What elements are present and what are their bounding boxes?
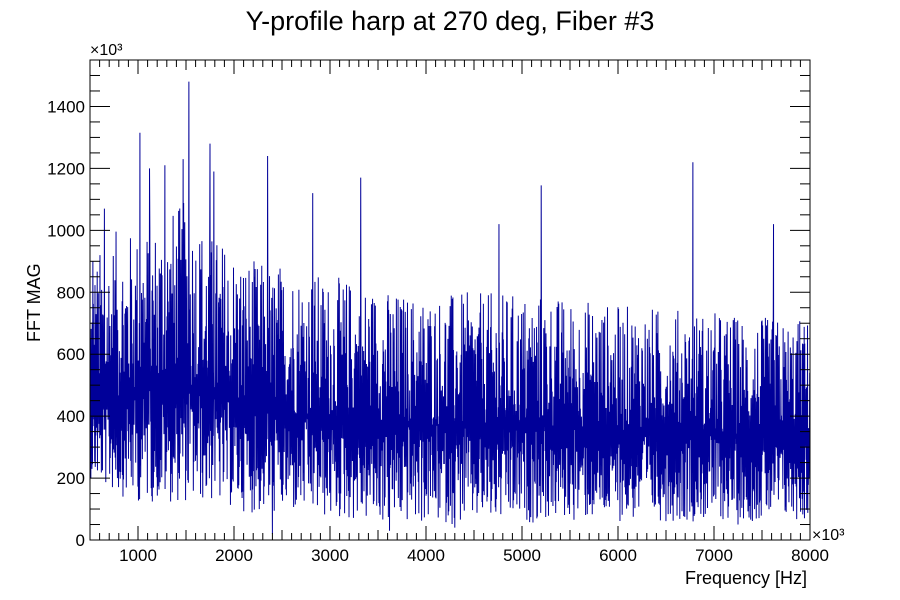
y-tick-label: 1400: [47, 97, 85, 116]
x-tick-label: 7000: [695, 546, 733, 565]
x-axis-label: Frequency [Hz]: [685, 568, 807, 588]
x-tick-label: 8000: [791, 546, 829, 565]
y-axis-label: FFT MAG: [24, 263, 44, 342]
y-tick-label: 1200: [47, 159, 85, 178]
x-tick-label: 5000: [503, 546, 541, 565]
data-series-layer: [89, 81, 811, 534]
y-tick-label: 800: [57, 283, 85, 302]
x-multiplier-label: ×10³: [812, 527, 845, 544]
plot-frame: [89, 59, 811, 541]
y-tick-label: 1000: [47, 221, 85, 240]
y-tick-label: 0: [76, 531, 85, 550]
x-tick-label: 1000: [119, 546, 157, 565]
fft-spectrum-line: [89, 81, 811, 534]
x-tick-label: 2000: [215, 546, 253, 565]
chart-title: Y-profile harp at 270 deg, Fiber #3: [246, 6, 655, 36]
x-axis-ticks: 1000 2000 3000 4000 5000 6000 7000 8000: [89, 60, 829, 565]
x-tick-label: 4000: [407, 546, 445, 565]
y-tick-label: 200: [57, 469, 85, 488]
y-axis-ticks: 0 200 400 600 800 1000 1200 1400: [47, 74, 810, 550]
y-tick-label: 400: [57, 407, 85, 426]
x-tick-label: 3000: [311, 546, 349, 565]
y-tick-label: 600: [57, 345, 85, 364]
x-tick-label: 6000: [599, 546, 637, 565]
y-multiplier-label: ×10³: [90, 42, 123, 59]
